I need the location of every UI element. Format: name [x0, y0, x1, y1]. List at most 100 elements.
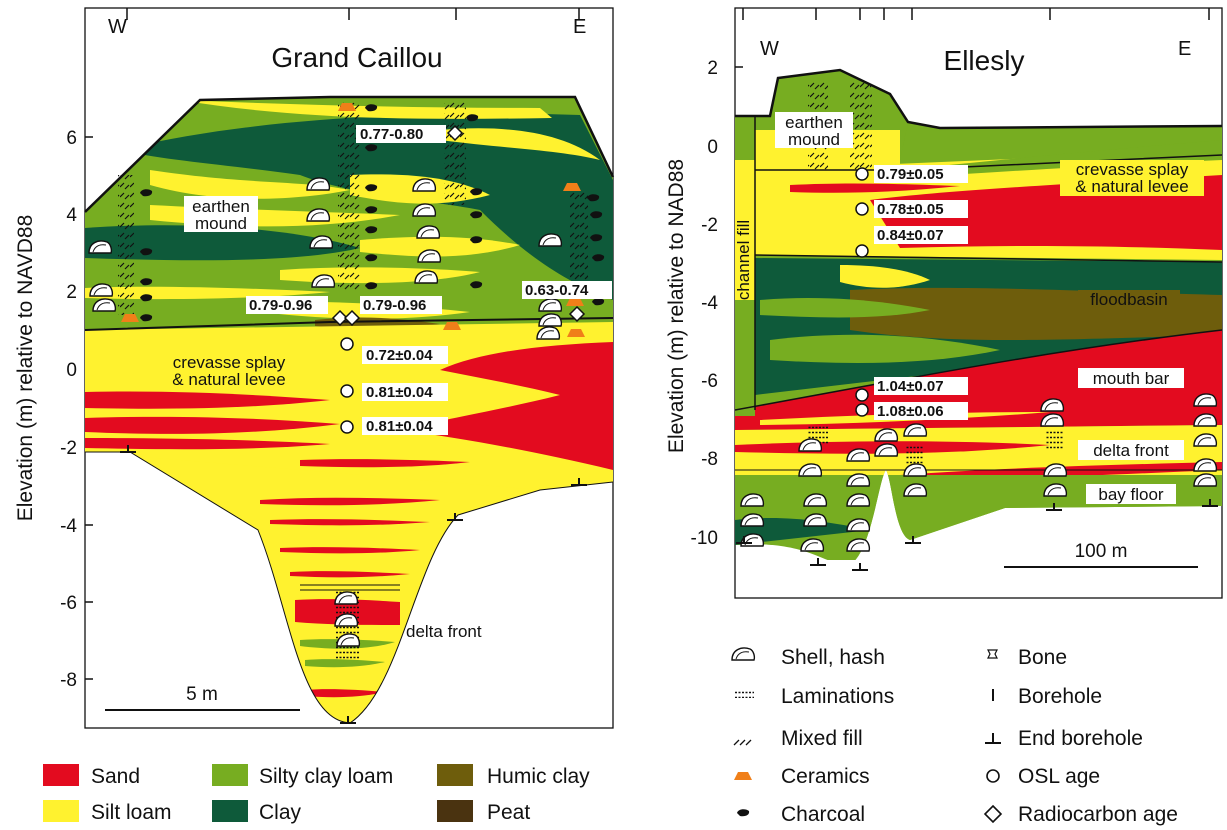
svg-text:crevasse splay: crevasse splay [173, 353, 286, 372]
left-ytick: 6 [66, 128, 77, 149]
ceramics-icon [734, 772, 752, 780]
svg-text:earthen: earthen [785, 113, 843, 132]
radiocarbon-age: 0.63-0.74 [525, 282, 589, 299]
bone-icon [987, 649, 998, 659]
osl-age: 0.79±0.05 [877, 166, 944, 183]
mixed-fill-label: Mixed fill [781, 727, 863, 750]
right-title: Ellesly [944, 45, 1025, 76]
osl-age-marker [340, 384, 354, 398]
osl-age: 1.04±0.07 [877, 378, 944, 395]
peat-label: Peat [487, 801, 530, 824]
left-east-label: E [573, 16, 586, 38]
svg-text:bay floor: bay floor [1098, 485, 1164, 504]
osl-age-marker [855, 388, 869, 402]
radiocarbon-age-marker [343, 309, 361, 327]
ceramics-label: Ceramics [781, 765, 870, 788]
svg-text:mound: mound [788, 130, 840, 149]
right-west-label: W [760, 38, 779, 60]
left-ytick: -2 [60, 438, 77, 459]
left-title: Grand Caillou [271, 42, 442, 73]
radiocarbon-icon [983, 804, 1003, 824]
osl-age: 0.84±0.07 [877, 227, 944, 244]
laminations-label: Laminations [781, 685, 894, 708]
svg-text:crevasse splay: crevasse splay [1076, 160, 1189, 179]
laminations-icon [734, 691, 754, 698]
end-borehole-label: End borehole [1018, 727, 1143, 750]
left-age-labels: 0.77-0.80 0.79-0.96 0.79-0.96 0.63-0.74 … [246, 124, 612, 435]
right-unit-labels: earthen mound channel fill crevasse spla… [734, 112, 1204, 504]
svg-text:floodbasin: floodbasin [1090, 290, 1168, 309]
osl-age-marker [855, 403, 869, 417]
left-scale-label: 5 m [186, 684, 218, 705]
left-ytick: 2 [66, 282, 77, 303]
silt-loam-swatch [43, 800, 79, 822]
svg-text:mound: mound [195, 214, 247, 233]
charcoal-label: Charcoal [781, 803, 865, 826]
clay-swatch [212, 800, 248, 822]
osl-age: 0.81±0.04 [366, 384, 433, 401]
osl-age-marker [340, 337, 354, 351]
shell-label: Shell, hash [781, 646, 885, 669]
right-ytick: -6 [701, 371, 718, 392]
clay-label: Clay [259, 801, 302, 824]
osl-icon [986, 769, 1000, 783]
right-ytick: -4 [701, 293, 718, 314]
symbol-legend: Shell, hash Laminations Mixed fill Ceram… [731, 646, 1178, 826]
osl-age: 0.72±0.04 [366, 347, 433, 364]
right-east-label: E [1178, 38, 1191, 60]
humic-clay-swatch [437, 764, 473, 786]
osl-age-marker [855, 202, 869, 216]
osl-age: 0.78±0.05 [877, 201, 944, 218]
left-unit-labels: earthen mound crevasse splay & natural l… [155, 196, 482, 641]
silt-loam-label: Silt loam [91, 801, 172, 824]
left-surface [84, 95, 615, 213]
osl-age-marker [855, 244, 869, 258]
bone-label: Bone [1018, 646, 1067, 669]
mixed-fill-icon [733, 739, 752, 746]
svg-text:& natural levee: & natural levee [1075, 177, 1188, 196]
borehole-label: Borehole [1018, 685, 1102, 708]
left-top-ticks [126, 8, 580, 20]
osl-age-marker [340, 420, 354, 434]
osl-age: 1.08±0.06 [877, 403, 944, 420]
lithology-legend: Sand Silt loam Silty clay loam Clay Humi… [43, 764, 590, 824]
svg-text:delta front: delta front [406, 622, 482, 641]
humic-clay-label: Humic clay [487, 765, 590, 788]
osl-age: 0.81±0.04 [366, 418, 433, 435]
radiocarbon-age: 0.77-0.80 [360, 126, 423, 143]
shell-icon [731, 647, 756, 661]
right-y-axis-label: Elevation (m) relative to NAD88 [665, 159, 688, 453]
right-ytick: -8 [701, 449, 718, 470]
left-boreholes [88, 100, 605, 724]
radiocarbon-label: Radiocarbon age [1018, 803, 1178, 826]
left-ytick: 4 [66, 205, 77, 226]
left-west-label: W [108, 16, 127, 38]
radiocarbon-age-marker [331, 309, 349, 327]
right-ytick: 2 [707, 58, 718, 79]
sand-swatch [43, 764, 79, 786]
right-scale-label: 100 m [1075, 541, 1128, 562]
silty-clay-loam-label: Silty clay loam [259, 765, 393, 788]
svg-text:delta front: delta front [1093, 441, 1169, 460]
sand-label: Sand [91, 765, 140, 788]
silty-clay-loam-swatch [212, 764, 248, 786]
left-ytick: 0 [66, 360, 77, 381]
right-boreholes [736, 80, 1218, 571]
right-top-ticks [742, 8, 1210, 20]
svg-text:mouth bar: mouth bar [1093, 369, 1170, 388]
right-ytick: -2 [701, 215, 718, 236]
peat-swatch [437, 800, 473, 822]
right-ytick: -10 [691, 528, 718, 549]
osl-age-marker [855, 167, 869, 181]
left-ytick: -4 [60, 516, 77, 537]
left-ytick: -6 [60, 593, 77, 614]
left-ytick: -8 [60, 670, 77, 691]
osl-label: OSL age [1018, 765, 1100, 788]
radiocarbon-age: 0.79-0.96 [249, 297, 312, 314]
right-ytick: 0 [707, 137, 718, 158]
radiocarbon-age-marker [446, 124, 464, 142]
right-age-labels: 0.79±0.05 0.78±0.05 0.84±0.07 1.04±0.07 … [855, 165, 968, 420]
svg-text:& natural levee: & natural levee [172, 370, 285, 389]
radiocarbon-age: 0.79-0.96 [363, 297, 426, 314]
